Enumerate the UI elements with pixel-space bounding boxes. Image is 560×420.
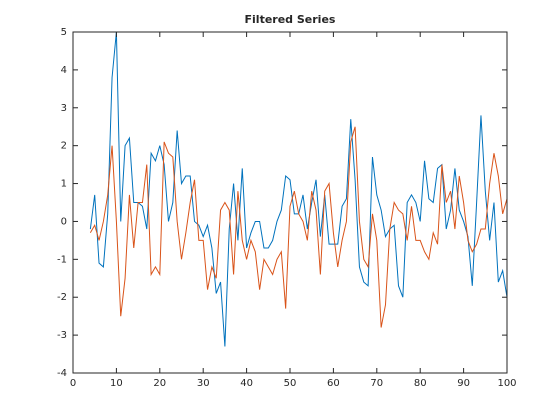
x-tick-label: 50 <box>284 378 297 389</box>
y-tick-label: -4 <box>57 368 67 379</box>
x-tick-label: 90 <box>457 378 470 389</box>
y-tick-label: -3 <box>57 330 67 341</box>
plot-area <box>73 32 507 373</box>
y-tick-label: -2 <box>57 292 67 303</box>
y-tick-label: 2 <box>61 141 67 152</box>
x-tick-label: 70 <box>370 378 383 389</box>
y-tick-label: 4 <box>61 65 67 76</box>
y-tick-label: 3 <box>61 103 67 114</box>
chart-title: Filtered Series <box>245 13 336 26</box>
x-tick-label: 10 <box>110 378 123 389</box>
y-tick-label: 0 <box>61 216 67 227</box>
x-tick-label: 40 <box>240 378 253 389</box>
x-tick-label: 80 <box>414 378 427 389</box>
y-tick-label: 5 <box>61 27 67 38</box>
x-tick-label: 100 <box>497 378 516 389</box>
x-tick-label: 60 <box>327 378 340 389</box>
y-tick-label: -1 <box>57 254 67 265</box>
series-line <box>89 126 508 328</box>
x-tick-label: 30 <box>197 378 210 389</box>
y-tick-label: 1 <box>61 179 67 190</box>
x-tick-label: 0 <box>70 378 76 389</box>
axes-box <box>72 31 508 374</box>
x-tick-label: 20 <box>153 378 166 389</box>
